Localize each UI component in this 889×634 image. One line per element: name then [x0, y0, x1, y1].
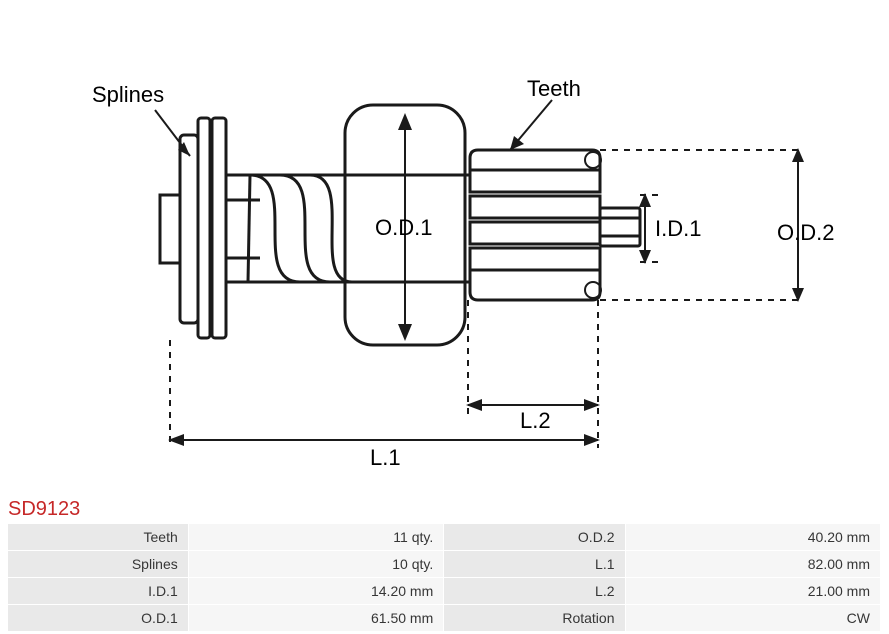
- spec-label: O.D.2: [444, 524, 625, 551]
- part-code: SD9123: [8, 498, 80, 521]
- spec-label: L.1: [444, 551, 625, 578]
- spec-value: 40.20 mm: [626, 524, 882, 551]
- spec-value: 11 qty.: [189, 524, 444, 551]
- table-row: O.D.1 61.50 mm Rotation CW: [8, 605, 881, 632]
- spec-label: Rotation: [444, 605, 625, 632]
- label-od1: O.D.1: [375, 215, 432, 241]
- label-teeth: Teeth: [527, 76, 581, 102]
- spec-label: I.D.1: [8, 578, 189, 605]
- spec-label: Teeth: [8, 524, 189, 551]
- label-splines: Splines: [92, 82, 164, 108]
- page: Splines Teeth O.D.1 I.D.1 O.D.2 L.2 L.1 …: [0, 0, 889, 634]
- spec-value: 61.50 mm: [189, 605, 444, 632]
- spec-value: 10 qty.: [189, 551, 444, 578]
- spec-label: O.D.1: [8, 605, 189, 632]
- spec-value: 82.00 mm: [626, 551, 882, 578]
- spec-label: Splines: [8, 551, 189, 578]
- table-row: Splines 10 qty. L.1 82.00 mm: [8, 551, 881, 578]
- table-row: Teeth 11 qty. O.D.2 40.20 mm: [8, 524, 881, 551]
- diagram-svg: [0, 0, 889, 490]
- spec-label: L.2: [444, 578, 625, 605]
- spec-table: Teeth 11 qty. O.D.2 40.20 mm Splines 10 …: [8, 524, 881, 632]
- label-id1: I.D.1: [655, 216, 701, 242]
- spec-value: CW: [626, 605, 882, 632]
- label-l1: L.1: [370, 445, 401, 471]
- label-l2: L.2: [520, 408, 551, 434]
- technical-diagram: Splines Teeth O.D.1 I.D.1 O.D.2 L.2 L.1: [0, 0, 889, 490]
- spec-value: 21.00 mm: [626, 578, 882, 605]
- table-row: I.D.1 14.20 mm L.2 21.00 mm: [8, 578, 881, 605]
- label-od2: O.D.2: [777, 220, 834, 246]
- spec-value: 14.20 mm: [189, 578, 444, 605]
